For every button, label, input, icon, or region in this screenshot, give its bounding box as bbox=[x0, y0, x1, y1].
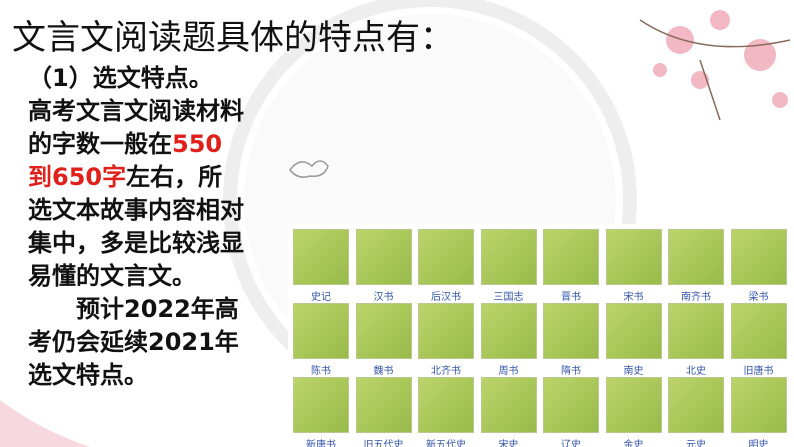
book-cover bbox=[418, 303, 474, 359]
book-label: 隋书 bbox=[561, 366, 581, 377]
book-cover bbox=[730, 229, 787, 285]
book-cover bbox=[480, 229, 537, 285]
book-label: 宋书 bbox=[623, 292, 644, 303]
book-label: 陈书 bbox=[311, 366, 331, 377]
book-cover bbox=[605, 377, 662, 433]
book-label: 魏书 bbox=[373, 366, 394, 377]
book: 汉书 bbox=[354, 229, 414, 303]
book: 宋史 bbox=[479, 377, 539, 447]
book-cover bbox=[293, 229, 349, 285]
corner-petals bbox=[0, 400, 90, 447]
book-cover bbox=[418, 229, 474, 285]
book-cover bbox=[480, 303, 537, 359]
book-cover bbox=[668, 303, 724, 359]
book: 南史 bbox=[604, 303, 664, 377]
book: 明史 bbox=[729, 377, 789, 447]
book-label: 汉书 bbox=[373, 292, 394, 303]
book-cover bbox=[668, 377, 724, 433]
book: 晋书 bbox=[541, 229, 601, 303]
book-label: 周书 bbox=[498, 366, 519, 377]
book-label: 晋书 bbox=[561, 292, 581, 303]
book-cover bbox=[293, 377, 349, 433]
book: 旧唐书 bbox=[729, 303, 789, 377]
book-cover bbox=[543, 303, 599, 359]
text: 左右，所选文本故事内容相对集中，多是比较浅显易懂的文言文。 bbox=[28, 163, 244, 290]
book-cover bbox=[293, 303, 349, 359]
book: 宋书 bbox=[604, 229, 664, 303]
book-label: 旧五代史 bbox=[363, 440, 404, 447]
text-block: （1）选文特点。 高考文言文阅读材料的字数一般在550到650字左右，所选文本故… bbox=[28, 62, 244, 392]
book: 辽史 bbox=[541, 377, 601, 447]
book-label: 宋史 bbox=[498, 440, 519, 447]
book-cover bbox=[355, 377, 412, 433]
book-label: 元史 bbox=[686, 440, 706, 447]
book: 周书 bbox=[479, 303, 539, 377]
book: 梁书 bbox=[729, 229, 789, 303]
book-cover bbox=[668, 229, 724, 285]
book: 史记 bbox=[291, 229, 351, 303]
cloud-ornament bbox=[289, 160, 329, 178]
book-label: 后汉书 bbox=[431, 292, 461, 303]
book-cover bbox=[730, 303, 787, 359]
book-label: 明史 bbox=[748, 440, 769, 447]
text: 高考文言文阅读材料的字数一般在 bbox=[28, 97, 244, 158]
book-label: 旧唐书 bbox=[743, 366, 774, 377]
book-label: 南史 bbox=[623, 366, 644, 377]
book-cover bbox=[730, 377, 787, 433]
book: 三国志 bbox=[479, 229, 539, 303]
book: 北史 bbox=[666, 303, 726, 377]
book-label: 三国志 bbox=[493, 292, 524, 303]
book-label: 新五代史 bbox=[426, 440, 466, 447]
book-label: 梁书 bbox=[748, 292, 769, 303]
book: 魏书 bbox=[354, 303, 414, 377]
highlight: 550到650字 bbox=[28, 130, 223, 191]
paragraph: 高考文言文阅读材料的字数一般在550到650字左右，所选文本故事内容相对集中，多… bbox=[28, 95, 244, 293]
book-label: 新唐书 bbox=[306, 440, 336, 447]
paragraph: 预计2022年高考仍会延续2021年选文特点。 bbox=[28, 295, 239, 389]
blossoms bbox=[653, 10, 788, 108]
book: 旧五代史 bbox=[354, 377, 414, 447]
book-label: 史记 bbox=[311, 292, 331, 303]
branch bbox=[639, 19, 791, 121]
heading: （1）选文特点。 bbox=[28, 64, 213, 92]
book: 隋书 bbox=[541, 303, 601, 377]
book: 元史 bbox=[666, 377, 726, 447]
book-cover bbox=[418, 377, 474, 433]
book-cover bbox=[355, 303, 412, 359]
book: 新五代史 bbox=[416, 377, 476, 447]
book-label: 北齐书 bbox=[431, 366, 461, 377]
book-label: 辽史 bbox=[561, 440, 581, 447]
book-cover bbox=[605, 229, 662, 285]
book-label: 南齐书 bbox=[681, 292, 711, 303]
title: 文言文阅读题具体的特点有： bbox=[12, 18, 454, 58]
book: 北齐书 bbox=[416, 303, 476, 377]
book-cover bbox=[480, 377, 537, 433]
book: 南齐书 bbox=[666, 229, 726, 303]
book-label: 金史 bbox=[623, 440, 644, 447]
book-grid: 史记 汉书 后汉书 三国志 晋书 宋书 南齐书 梁书陈书 魏书 北齐书 周书 隋书 南史 北史 旧唐书新唐书… bbox=[288, 224, 794, 447]
book-label: 北史 bbox=[686, 366, 706, 377]
book: 金史 bbox=[604, 377, 664, 447]
book: 后汉书 bbox=[416, 229, 476, 303]
book-cover bbox=[355, 229, 412, 285]
book-cover bbox=[543, 377, 599, 433]
book-cover bbox=[605, 303, 662, 359]
book: 新唐书 bbox=[291, 377, 351, 447]
book: 陈书 bbox=[291, 303, 351, 377]
book-cover bbox=[543, 229, 599, 285]
